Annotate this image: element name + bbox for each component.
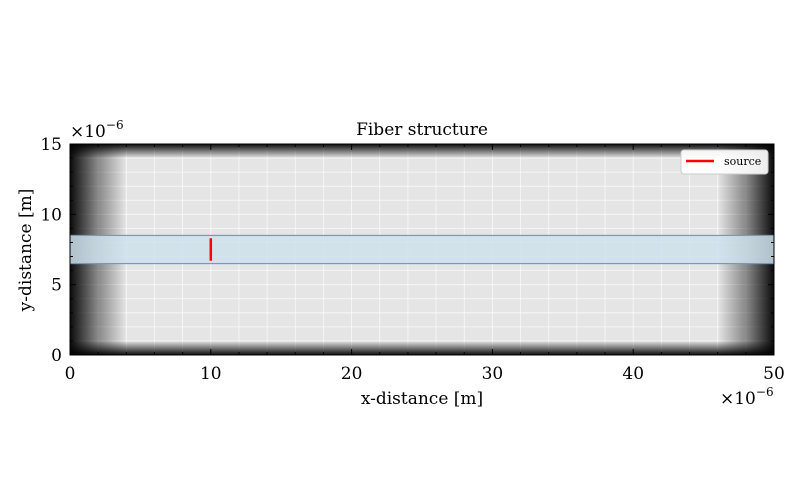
- x-tick-label: 0: [65, 364, 76, 384]
- x-tick-label: 10: [200, 364, 222, 384]
- plot-area: [70, 144, 774, 355]
- chart-title: Fiber structure: [356, 120, 488, 140]
- y-tick-label: 5: [51, 276, 62, 296]
- x-tick-label: 50: [763, 364, 785, 384]
- x-axis-ticks: 0 10 20 30 40 50: [65, 144, 785, 384]
- y-axis-label: y-distance [m]: [16, 189, 36, 313]
- y-axis-multiplier: ×10−6: [70, 118, 124, 142]
- y-axis-multiplier-exponent: −6: [106, 118, 124, 132]
- axes-frame: [69, 143, 775, 356]
- y-axis-ticks: 0 5 10 15: [40, 135, 774, 366]
- y-axis-multiplier-base: ×10: [70, 122, 106, 142]
- x-tick-label: 20: [341, 364, 363, 384]
- legend-box: [680, 149, 769, 175]
- legend: source: [680, 149, 769, 175]
- y-tick-label: 15: [40, 135, 62, 155]
- legend-source-label: source: [724, 155, 761, 168]
- y-tick-label: 10: [40, 205, 62, 225]
- fiber-core: [70, 234, 774, 265]
- x-tick-label: 30: [482, 364, 504, 384]
- x-axis-multiplier: ×10−6: [720, 385, 774, 409]
- x-axis-label: x-distance [m]: [361, 389, 483, 409]
- x-axis-multiplier-exponent: −6: [756, 385, 774, 399]
- x-axis-multiplier-base: ×10: [720, 389, 756, 409]
- absorbing-layer-top: [70, 144, 774, 159]
- absorbing-layer-bottom: [70, 340, 774, 355]
- x-tick-label: 40: [622, 364, 644, 384]
- y-tick-label: 0: [51, 346, 62, 366]
